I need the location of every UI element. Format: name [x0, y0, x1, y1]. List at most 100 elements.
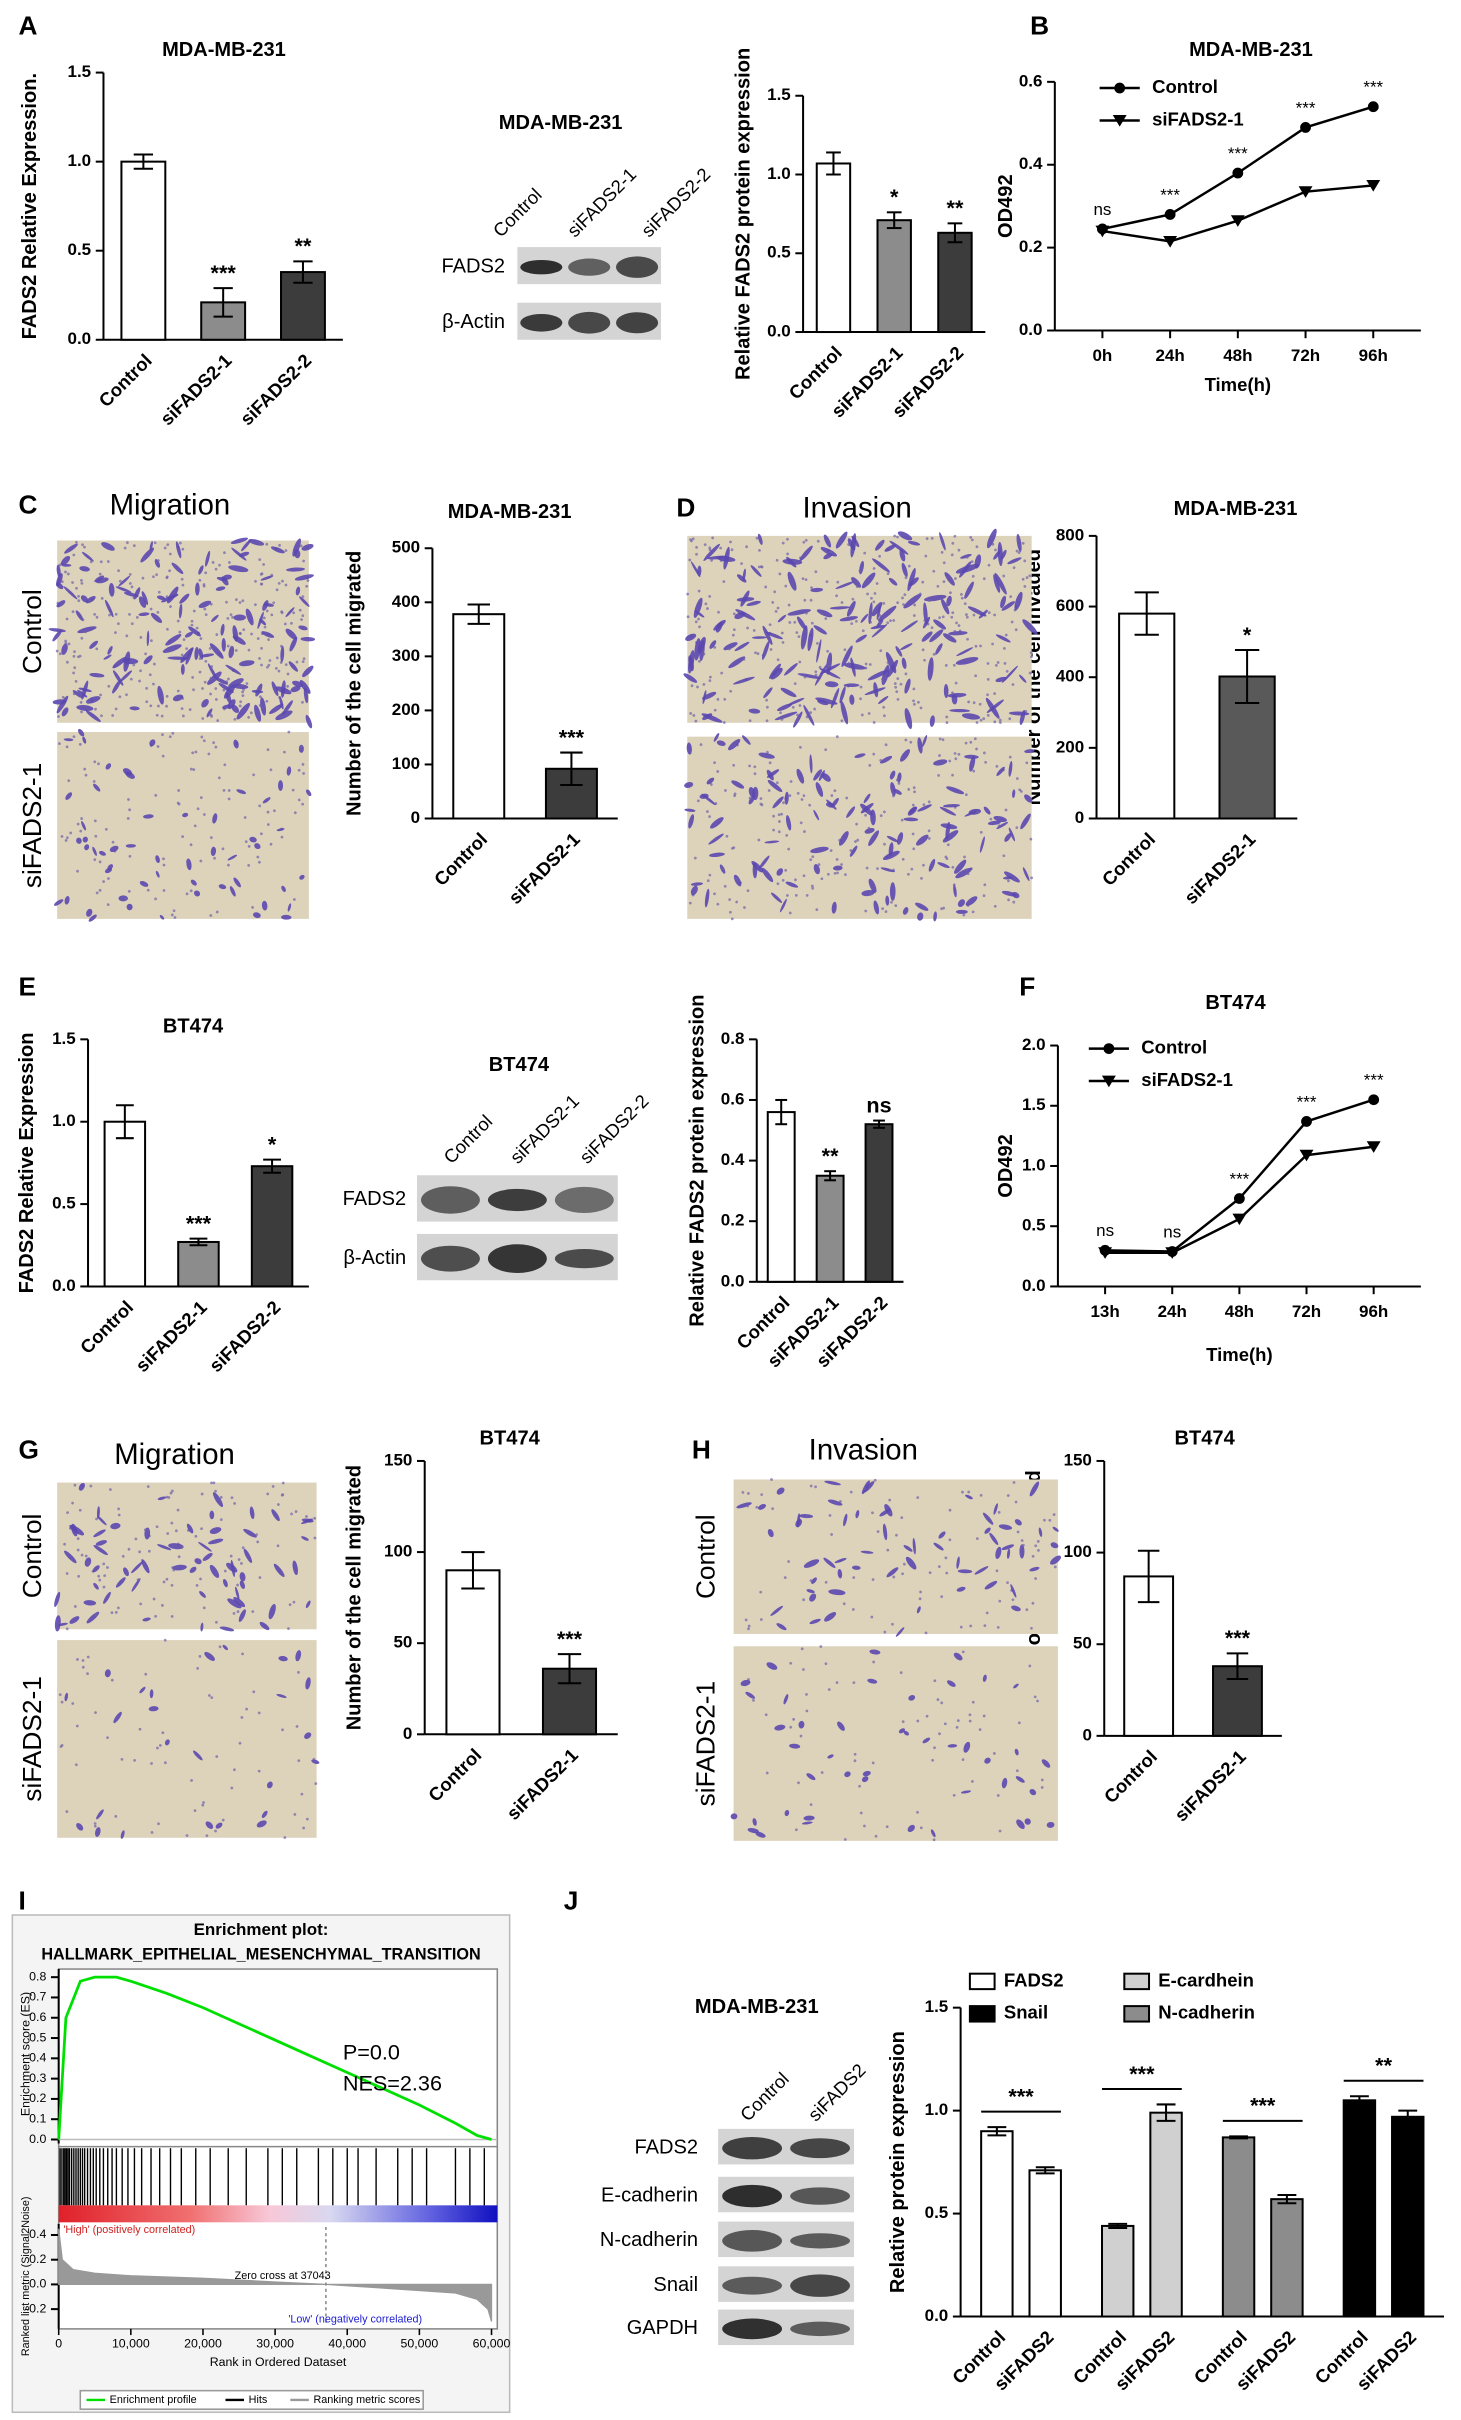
lane-label: siFADS2-2 — [637, 164, 714, 241]
cell — [951, 865, 955, 869]
cell — [759, 1618, 763, 1621]
cell — [964, 741, 968, 745]
cell — [81, 1665, 85, 1669]
cell — [872, 1660, 876, 1664]
cell — [721, 867, 725, 870]
cell — [81, 820, 87, 831]
cell — [80, 581, 84, 585]
significance: *** — [1229, 1169, 1249, 1188]
significance: *** — [1296, 98, 1316, 117]
y-tick-label: 1.0 — [68, 151, 92, 170]
blot-band — [722, 2230, 783, 2252]
cell — [777, 703, 793, 712]
cell — [948, 759, 952, 763]
cell — [80, 817, 83, 820]
y-tick-label: 0.0 — [1022, 1276, 1046, 1295]
cell — [933, 1679, 937, 1683]
cell — [1023, 559, 1027, 563]
cell — [965, 613, 968, 617]
cell — [747, 1624, 751, 1628]
cell — [114, 631, 117, 634]
cell — [891, 1622, 894, 1626]
cell — [266, 748, 270, 752]
error-bar — [1349, 2095, 1369, 2106]
cell — [973, 737, 977, 741]
error-bar — [1035, 2166, 1055, 2175]
blot-band — [790, 2187, 850, 2205]
cell — [225, 664, 242, 675]
cell — [839, 616, 858, 622]
cell — [233, 717, 237, 721]
cell — [98, 860, 102, 864]
cell — [299, 544, 303, 548]
error-bar — [1137, 1549, 1160, 1604]
cell — [722, 580, 726, 583]
cell — [89, 1484, 93, 1488]
cell — [209, 602, 213, 606]
cell — [897, 531, 913, 541]
cell — [149, 541, 153, 551]
cell — [1007, 557, 1022, 565]
cell — [261, 631, 275, 638]
cell — [81, 1659, 85, 1662]
cell — [1006, 1581, 1009, 1584]
bar — [937, 231, 973, 334]
cell — [955, 621, 958, 625]
cell — [802, 1598, 806, 1602]
legend-swatch — [968, 1972, 996, 1991]
cell — [938, 1531, 946, 1539]
cell — [847, 538, 856, 551]
cell — [941, 615, 945, 619]
cell — [258, 657, 261, 660]
panel-letter: D — [676, 493, 695, 523]
cell — [202, 739, 206, 743]
cell — [901, 657, 907, 669]
cell — [952, 663, 956, 667]
error-bar — [1398, 2109, 1418, 2124]
y-tick-label: 0.4 — [29, 2227, 46, 2241]
cell — [207, 1694, 211, 1697]
cell — [861, 889, 875, 897]
cell — [122, 658, 139, 665]
cell — [983, 806, 991, 815]
x-tick-label: 48h — [1223, 346, 1252, 365]
cell — [901, 857, 905, 861]
cell — [180, 663, 185, 675]
cell — [748, 719, 752, 723]
cell — [870, 596, 873, 600]
cell — [195, 582, 200, 596]
x-tick-label: 0h — [1092, 346, 1112, 365]
cell — [805, 894, 809, 897]
cell — [109, 1488, 112, 1491]
cell — [894, 904, 898, 908]
cell — [956, 647, 974, 657]
panel-letter: F — [1019, 971, 1035, 1001]
cell — [835, 858, 839, 861]
cell — [974, 554, 982, 569]
error-bar — [886, 211, 902, 230]
cell — [994, 548, 997, 552]
cell — [896, 832, 904, 845]
cell — [1002, 574, 1006, 578]
cell — [925, 537, 929, 541]
x-tick-label: Control — [76, 1296, 137, 1357]
cell — [162, 863, 166, 867]
panel-letter: A — [19, 11, 38, 41]
blot-band — [615, 256, 659, 278]
cell — [972, 769, 976, 773]
cell — [876, 619, 884, 628]
cell — [200, 1492, 204, 1496]
y-tick-label: 0 — [403, 1724, 412, 1743]
y-tick-label: 0.5 — [1022, 1216, 1046, 1235]
cell — [271, 681, 279, 697]
cell — [998, 1599, 1002, 1603]
cell — [774, 1724, 786, 1731]
cell — [872, 558, 890, 573]
cell — [156, 559, 160, 563]
cell — [150, 1762, 153, 1765]
cell — [284, 549, 288, 552]
cell — [202, 584, 206, 588]
cell — [76, 1537, 80, 1541]
y-tick-label: 800 — [1056, 525, 1084, 544]
legend-label: N-cadherin — [1158, 2002, 1255, 2023]
